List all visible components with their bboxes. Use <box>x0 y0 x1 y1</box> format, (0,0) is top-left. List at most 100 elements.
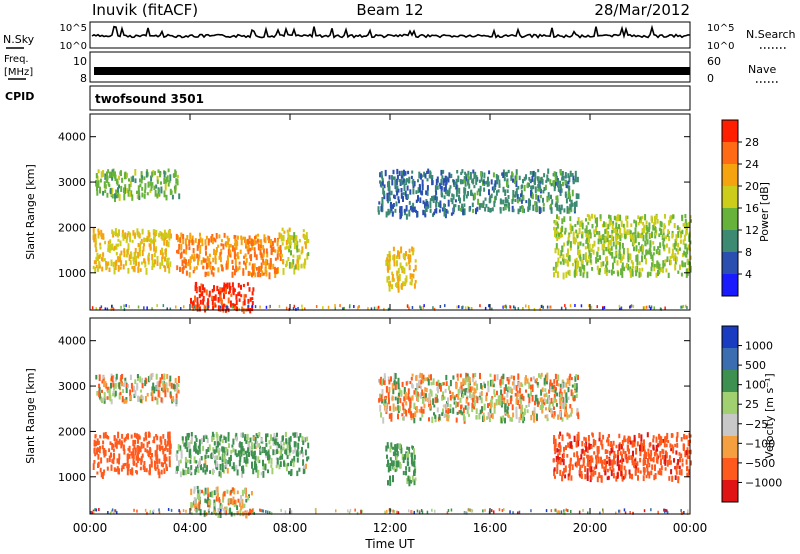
data-cell <box>175 470 178 474</box>
data-cell <box>298 254 301 260</box>
data-cell <box>154 450 157 457</box>
data-cell <box>596 231 598 235</box>
data-cell <box>278 464 281 470</box>
data-cell <box>381 399 384 404</box>
data-cell <box>473 387 476 395</box>
data-cell <box>151 182 154 186</box>
data-cell <box>242 465 245 471</box>
data-cell <box>417 195 419 202</box>
data-cell <box>243 457 246 463</box>
data-cell <box>108 267 111 272</box>
data-cell <box>107 389 110 394</box>
data-cell <box>99 186 101 194</box>
data-cell <box>491 379 494 385</box>
data-cell <box>120 250 123 256</box>
data-cell <box>420 191 423 195</box>
data-cell <box>217 441 219 448</box>
cpid-program: twofsound 3501 <box>95 92 204 106</box>
data-cell <box>576 451 579 458</box>
data-cell <box>215 247 218 253</box>
data-cell <box>102 375 105 379</box>
data-cell <box>141 228 144 235</box>
data-cell <box>396 190 399 196</box>
data-cell <box>229 490 232 496</box>
data-cell <box>485 392 488 396</box>
data-cell <box>287 245 290 250</box>
data-cell <box>207 455 210 459</box>
data-cell <box>533 413 535 417</box>
data-cell <box>561 398 563 402</box>
data-cell <box>569 170 572 177</box>
data-cell <box>576 176 579 183</box>
data-cell <box>118 438 121 445</box>
data-cell <box>383 184 386 189</box>
data-cell <box>175 393 178 399</box>
data-cell <box>659 439 662 446</box>
data-cell <box>643 454 646 460</box>
data-cell <box>458 194 460 201</box>
data-cell <box>626 215 629 220</box>
xtick-label: 00:00 <box>73 521 108 535</box>
data-cell <box>512 190 515 197</box>
data-cell <box>253 251 256 258</box>
data-cell <box>356 511 359 515</box>
data-cell <box>115 438 118 443</box>
data-cell <box>597 446 600 451</box>
data-cell <box>99 242 102 246</box>
data-cell <box>498 179 501 185</box>
data-cell <box>396 397 399 405</box>
data-cell <box>207 305 210 309</box>
data-cell <box>607 234 610 238</box>
colorbar-tick-label: −1000 <box>745 476 782 489</box>
data-cell <box>246 433 249 441</box>
data-cell <box>475 208 477 215</box>
data-cell <box>179 459 182 464</box>
data-cell <box>99 307 101 310</box>
data-cell <box>221 264 224 272</box>
data-cell <box>284 510 287 514</box>
data-cell <box>161 373 163 380</box>
data-cell <box>460 404 463 408</box>
data-cell <box>622 223 625 228</box>
data-cell <box>393 381 396 386</box>
data-cell <box>607 440 610 447</box>
data-cell <box>231 466 234 470</box>
data-cell <box>471 398 474 403</box>
xtick-label: 12:00 <box>373 521 408 535</box>
data-cell <box>612 270 615 274</box>
data-cell <box>605 455 608 460</box>
data-cell <box>434 195 437 201</box>
data-cell <box>405 262 408 267</box>
data-cell <box>616 260 619 266</box>
data-cell <box>183 305 185 309</box>
data-cell <box>276 441 279 446</box>
data-cell <box>214 257 217 265</box>
data-cell <box>205 307 207 311</box>
data-cell <box>394 194 397 199</box>
data-cell <box>142 246 145 252</box>
data-cell <box>574 238 576 245</box>
data-cell <box>213 509 215 513</box>
data-cell <box>448 187 451 194</box>
data-cell <box>455 183 458 190</box>
data-cell <box>164 458 166 465</box>
data-cell <box>488 170 491 175</box>
data-cell <box>472 394 475 401</box>
data-cell <box>459 179 462 185</box>
data-cell <box>628 229 631 235</box>
data-cell <box>602 249 605 256</box>
data-cell <box>187 442 190 447</box>
data-cell <box>100 457 103 464</box>
data-cell <box>491 207 494 212</box>
data-cell <box>128 183 131 191</box>
data-cell <box>559 391 562 399</box>
data-cell <box>579 253 582 260</box>
data-cell <box>411 246 414 252</box>
data-cell <box>662 244 665 250</box>
data-cell <box>653 265 656 272</box>
data-cell <box>167 230 170 236</box>
data-cell <box>612 236 615 242</box>
data-cell <box>428 174 431 179</box>
data-cell <box>680 453 683 458</box>
data-cell <box>377 210 380 215</box>
